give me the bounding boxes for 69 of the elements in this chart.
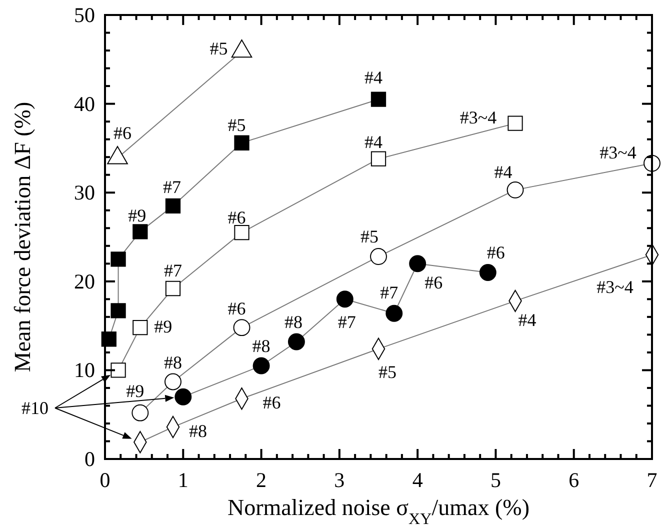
annotation: #5 <box>210 38 228 58</box>
point <box>132 404 149 422</box>
point <box>233 319 250 336</box>
annotation: #6 <box>262 392 281 413</box>
annotation: #7 <box>164 260 182 281</box>
point <box>165 280 181 296</box>
point <box>370 92 386 107</box>
annotation: #7 <box>338 312 356 332</box>
point <box>110 252 126 267</box>
annotation: #4 <box>364 132 382 152</box>
point <box>508 116 523 131</box>
point <box>409 255 426 272</box>
point <box>336 290 354 308</box>
point <box>234 135 250 150</box>
annotation: #3~4 <box>596 276 634 297</box>
point <box>110 303 126 318</box>
x-tick-label: 4 <box>412 468 424 492</box>
point <box>386 304 403 322</box>
y-tick-label: 50 <box>74 3 95 27</box>
annotation: #6 <box>114 122 132 143</box>
annotation: #3~4 <box>600 142 636 162</box>
point <box>506 181 524 198</box>
annotation: #9 <box>154 316 172 337</box>
point <box>234 224 250 240</box>
y-axis-title: Mean force deviation ΔF (%) <box>10 102 35 372</box>
annotation: #6 <box>228 298 246 319</box>
annotation: #5 <box>360 226 378 247</box>
annotation: #4 <box>494 162 512 182</box>
annotation: #5 <box>378 362 396 382</box>
annotation: #6 <box>424 272 443 293</box>
x-tick-label: 5 <box>490 468 501 492</box>
annotation: #3~4 <box>460 107 497 128</box>
point <box>288 333 305 350</box>
annotation: #8 <box>284 312 302 332</box>
annotation: #7 <box>380 282 398 302</box>
point <box>132 320 148 336</box>
x-tick-label: 1 <box>178 468 188 492</box>
text: #10 <box>22 398 48 418</box>
point <box>132 224 148 240</box>
annotation: #8 <box>252 336 270 356</box>
point <box>174 388 192 406</box>
y-tick-label: 10 <box>74 358 95 382</box>
annotation: #6 <box>486 242 505 263</box>
annotation: #4 <box>364 67 382 88</box>
x-tick-label: 2 <box>256 468 267 492</box>
y-tick-label: 0 <box>84 447 95 471</box>
x-tick-label: 3 <box>334 468 345 492</box>
point <box>252 357 270 374</box>
y-tick-label: 40 <box>74 92 95 116</box>
x-tick-label: 0 <box>100 468 110 492</box>
point <box>479 264 496 281</box>
point <box>110 362 126 378</box>
annotation: #7 <box>162 176 181 197</box>
x-tick-label: 6 <box>568 468 580 492</box>
point <box>164 373 182 390</box>
point <box>370 151 386 166</box>
annotation: #6 <box>228 208 246 228</box>
annotation: #5 <box>228 114 246 135</box>
annotation: #9 <box>126 380 144 401</box>
y-tick-label: 30 <box>74 180 95 205</box>
point <box>370 248 387 265</box>
x-tick-label: 7 <box>646 468 658 492</box>
annotation: #8 <box>188 421 207 442</box>
x-axis-title: Normalized noise σ$_{XY}$/umax (%) <box>228 495 530 528</box>
annotation: #9 <box>128 206 146 226</box>
annotation: #8 <box>164 352 182 373</box>
point <box>165 198 181 214</box>
annotation: #4 <box>518 310 536 330</box>
y-tick-label: 20 <box>74 269 95 294</box>
